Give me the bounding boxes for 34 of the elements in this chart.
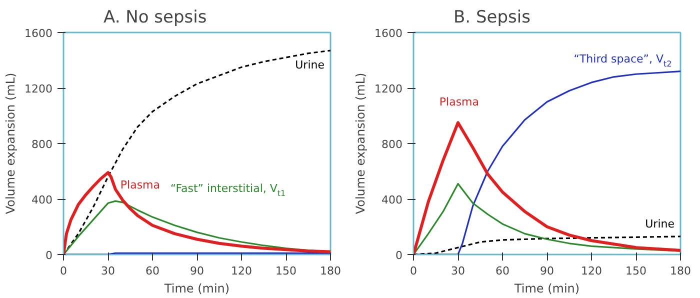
series-label: Urine <box>645 217 675 230</box>
x-tick-label: 30 <box>451 264 465 278</box>
y-tick-label: 1600 <box>374 27 403 40</box>
y-tick-label: 400 <box>382 194 403 206</box>
chart-title: A. No sepsis <box>104 8 207 28</box>
y-tick-label: 0 <box>46 249 52 262</box>
series-label: Plasma <box>439 96 480 109</box>
x-tick-label: 30 <box>101 264 115 278</box>
x-tick-label: 0 <box>410 264 417 278</box>
series-label: Urine <box>295 58 325 72</box>
x-tick-label: 120 <box>581 264 602 278</box>
x-tick-label: 60 <box>146 264 160 278</box>
y-axis-title: Volume expansion (mL) <box>4 72 18 214</box>
x-tick-label: 90 <box>540 264 554 278</box>
x-tick-label: 120 <box>231 264 252 278</box>
x-tick-label: 150 <box>626 264 646 278</box>
y-tick-label: 400 <box>32 194 53 206</box>
x-tick-label: 90 <box>190 264 204 278</box>
y-tick-label: 0 <box>396 249 402 262</box>
y-axis-title: Volume expansion (mL) <box>354 72 368 214</box>
x-axis-title: Time (min) <box>163 282 230 296</box>
series-label: Plasma <box>120 178 160 192</box>
x-tick-label: 180 <box>670 264 691 278</box>
x-tick-label: 0 <box>60 264 67 278</box>
y-tick-label: 1200 <box>374 82 403 96</box>
x-tick-label: 60 <box>496 264 510 278</box>
x-axis-title: Time (min) <box>513 282 580 296</box>
y-tick-label: 800 <box>382 138 403 151</box>
x-tick-label: 150 <box>276 264 296 278</box>
y-tick-label: 1200 <box>24 82 53 96</box>
x-tick-label: 180 <box>320 264 341 278</box>
chart-title: B. Sepsis <box>454 8 531 28</box>
y-tick-label: 800 <box>32 138 53 151</box>
y-tick-label: 1600 <box>24 27 53 40</box>
